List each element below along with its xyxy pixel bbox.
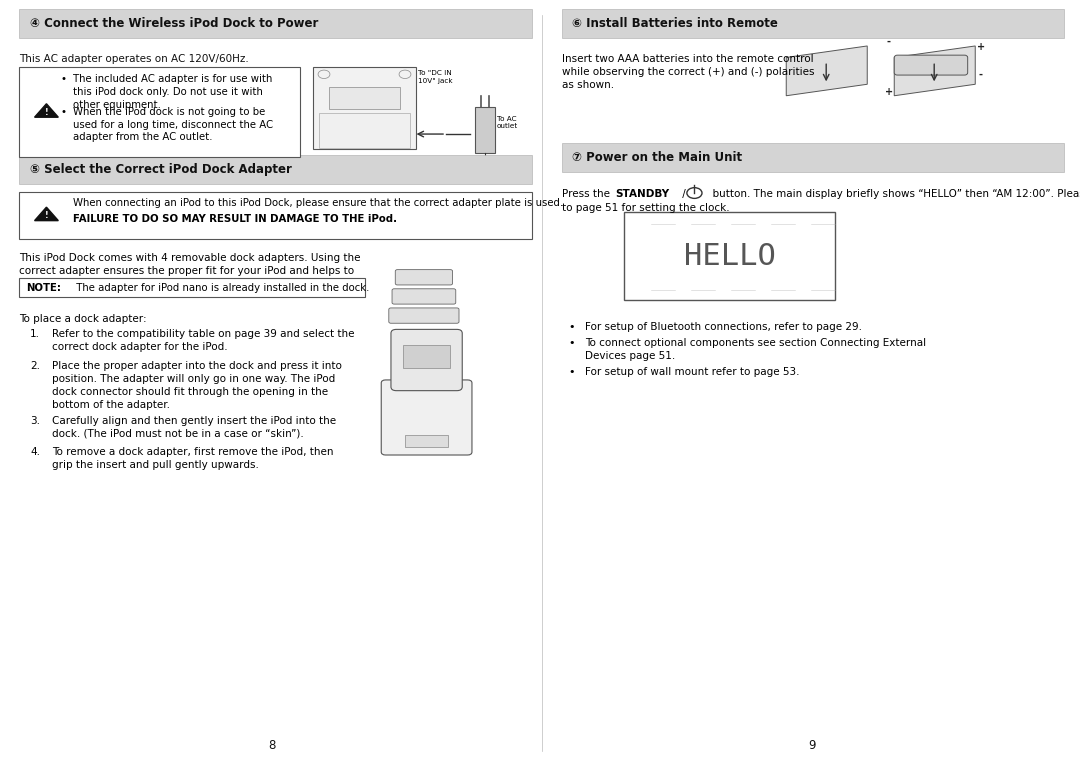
Text: For setup of Bluetooth connections, refer to page 29.: For setup of Bluetooth connections, refe…	[585, 322, 862, 332]
Polygon shape	[35, 103, 58, 117]
FancyBboxPatch shape	[19, 67, 300, 157]
Text: To connect optional components see section Connecting External
Devices page 51.: To connect optional components see secti…	[585, 339, 927, 362]
FancyBboxPatch shape	[894, 55, 968, 75]
FancyBboxPatch shape	[19, 155, 532, 184]
Text: /: /	[679, 189, 686, 199]
FancyBboxPatch shape	[475, 107, 495, 153]
Text: -: -	[978, 70, 983, 80]
Polygon shape	[35, 207, 58, 221]
Polygon shape	[786, 46, 867, 96]
Text: •: •	[568, 322, 575, 332]
Text: +: +	[885, 87, 893, 97]
Text: button. The main display briefly shows “HELLO” then “AM 12:00”. Please refer: button. The main display briefly shows “…	[706, 189, 1080, 199]
FancyBboxPatch shape	[19, 278, 365, 297]
FancyBboxPatch shape	[392, 289, 456, 304]
Text: To remove a dock adapter, first remove the iPod, then
grip the insert and pull g: To remove a dock adapter, first remove t…	[52, 447, 334, 470]
FancyBboxPatch shape	[19, 192, 532, 239]
FancyBboxPatch shape	[405, 435, 448, 447]
Text: HELLO: HELLO	[684, 242, 775, 270]
Text: 8: 8	[269, 739, 275, 752]
FancyBboxPatch shape	[319, 113, 410, 148]
Text: The included AC adapter is for use with
this iPod dock only. Do not use it with
: The included AC adapter is for use with …	[73, 74, 273, 110]
FancyBboxPatch shape	[562, 9, 1064, 38]
Text: FAILURE TO DO SO MAY RESULT IN DAMAGE TO THE iPod.: FAILURE TO DO SO MAY RESULT IN DAMAGE TO…	[73, 214, 397, 224]
FancyBboxPatch shape	[19, 9, 532, 38]
Text: To AC
outlet: To AC outlet	[497, 116, 518, 129]
Text: ⑥ Install Batteries into Remote: ⑥ Install Batteries into Remote	[572, 18, 779, 30]
FancyBboxPatch shape	[562, 143, 1064, 172]
Text: When connecting an iPod to this iPod Dock, please ensure that the correct adapte: When connecting an iPod to this iPod Doc…	[73, 198, 564, 208]
Polygon shape	[894, 46, 975, 96]
Text: 1.: 1.	[30, 329, 40, 339]
Text: To place a dock adapter:: To place a dock adapter:	[19, 314, 147, 324]
Text: This iPod Dock comes with 4 removable dock adapters. Using the
correct adapter e: This iPod Dock comes with 4 removable do…	[19, 253, 361, 289]
Text: Press the: Press the	[562, 189, 612, 199]
Text: to page 51 for setting the clock.: to page 51 for setting the clock.	[562, 203, 729, 213]
FancyBboxPatch shape	[389, 308, 459, 323]
Text: When the iPod dock is not going to be
used for a long time, disconnect the AC
ad: When the iPod dock is not going to be us…	[73, 106, 273, 142]
Text: Carefully align and then gently insert the iPod into the
dock. (The iPod must no: Carefully align and then gently insert t…	[52, 416, 336, 439]
Text: 2.: 2.	[30, 361, 40, 371]
Text: -: -	[887, 37, 891, 47]
Text: 9: 9	[809, 739, 815, 752]
FancyBboxPatch shape	[391, 329, 462, 391]
FancyBboxPatch shape	[624, 212, 835, 300]
FancyBboxPatch shape	[403, 345, 450, 368]
Text: +: +	[976, 42, 985, 53]
Text: STANDBY: STANDBY	[616, 189, 670, 199]
Text: !: !	[44, 108, 49, 117]
FancyBboxPatch shape	[381, 380, 472, 455]
Text: 3.: 3.	[30, 416, 40, 426]
Text: NOTE:: NOTE:	[26, 283, 60, 293]
Text: To "DC IN
10V" jack: To "DC IN 10V" jack	[418, 70, 453, 84]
Text: Refer to the compatibility table on page 39 and select the
correct dock adapter : Refer to the compatibility table on page…	[52, 329, 354, 352]
Text: •: •	[568, 339, 575, 349]
Text: •: •	[568, 367, 575, 377]
Text: ⑤ Select the Correct iPod Dock Adapter: ⑤ Select the Correct iPod Dock Adapter	[30, 163, 292, 175]
Text: Insert two AAA batteries into the remote control
while observing the correct (+): Insert two AAA batteries into the remote…	[562, 54, 814, 90]
Text: •: •	[60, 74, 67, 84]
Text: !: !	[44, 211, 49, 221]
FancyBboxPatch shape	[313, 67, 416, 149]
Text: •: •	[60, 106, 67, 116]
Text: For setup of wall mount refer to page 53.: For setup of wall mount refer to page 53…	[585, 367, 800, 377]
FancyBboxPatch shape	[395, 270, 453, 285]
Text: Place the proper adapter into the dock and press it into
position. The adapter w: Place the proper adapter into the dock a…	[52, 361, 341, 410]
Text: The adapter for iPod nano is already installed in the dock.: The adapter for iPod nano is already ins…	[73, 283, 369, 293]
Text: ⑦ Power on the Main Unit: ⑦ Power on the Main Unit	[572, 152, 743, 164]
Text: 4.: 4.	[30, 447, 40, 457]
FancyBboxPatch shape	[329, 87, 400, 109]
Text: This AC adapter operates on AC 120V/60Hz.: This AC adapter operates on AC 120V/60Hz…	[19, 54, 249, 64]
Text: ④ Connect the Wireless iPod Dock to Power: ④ Connect the Wireless iPod Dock to Powe…	[30, 18, 319, 30]
